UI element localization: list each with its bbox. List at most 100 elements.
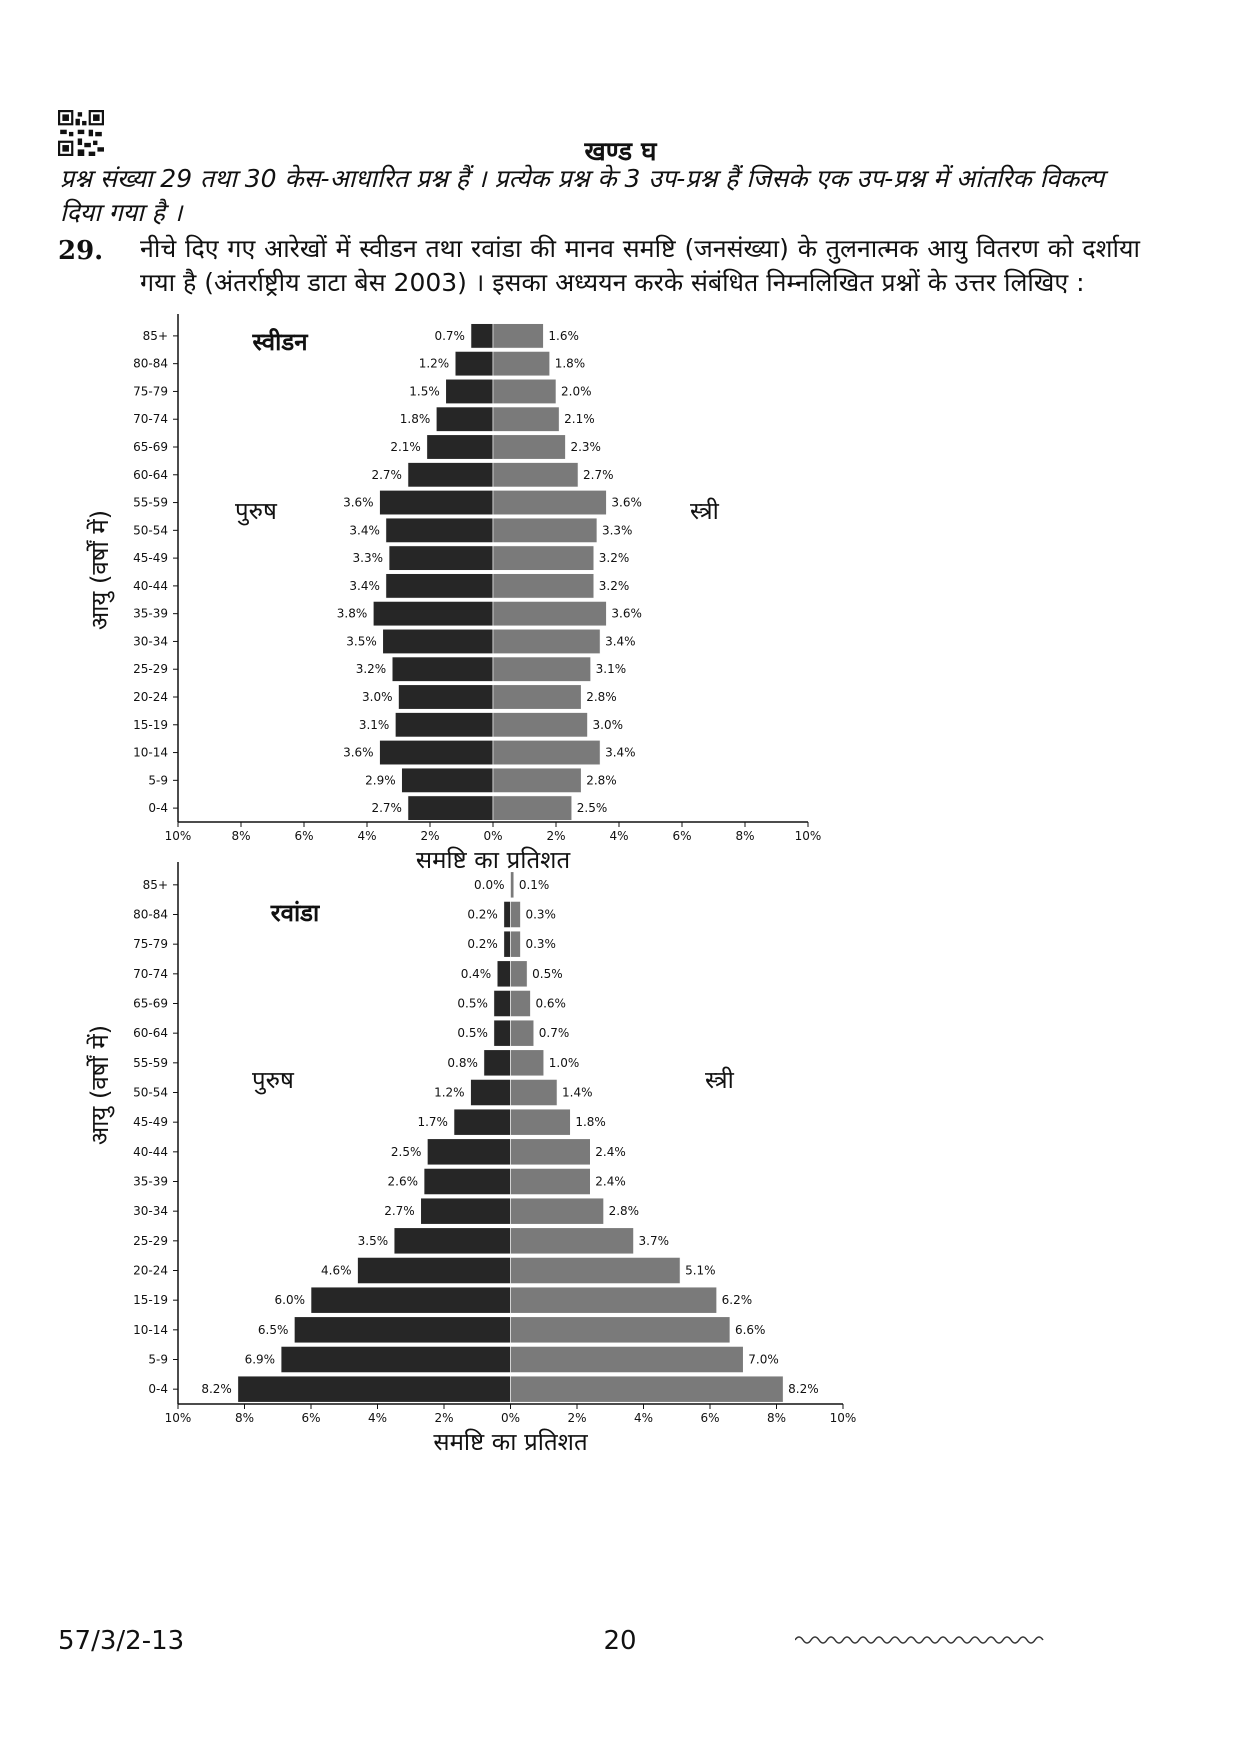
sweden-male-value-label: 3.2% bbox=[356, 662, 387, 676]
sweden-age-label: 55-59 bbox=[133, 496, 168, 510]
sweden-female-bar bbox=[492, 351, 551, 377]
rwanda-male-bar bbox=[280, 1346, 511, 1373]
sweden-male-value-label: 3.6% bbox=[343, 746, 374, 760]
sweden-age-label: 15-19 bbox=[133, 718, 168, 732]
sweden-x-tick-label: 2% bbox=[546, 829, 565, 843]
sweden-female-value-label: 2.5% bbox=[577, 801, 608, 815]
rwanda-female-value-label: 0.3% bbox=[525, 937, 556, 951]
rwanda-age-label: 80-84 bbox=[133, 908, 168, 922]
sweden-female-value-label: 3.2% bbox=[599, 551, 630, 565]
sweden-age-label: 50-54 bbox=[133, 523, 168, 537]
rwanda-male-value-label: 8.2% bbox=[201, 1382, 232, 1396]
sweden-female-value-label: 3.4% bbox=[605, 634, 636, 648]
rwanda-male-bar bbox=[423, 1168, 511, 1195]
rwanda-male-bar bbox=[420, 1197, 511, 1225]
rwanda-male-value-label: 2.7% bbox=[384, 1204, 415, 1218]
sweden-male-bar bbox=[382, 628, 494, 654]
rwanda-male-value-label: 6.0% bbox=[275, 1293, 306, 1307]
rwanda-male-bar bbox=[503, 930, 511, 958]
rwanda-male-value-label: 0.5% bbox=[457, 997, 488, 1011]
rwanda-female-bar bbox=[510, 871, 515, 899]
rwanda-female-bar bbox=[510, 1168, 591, 1195]
sweden-male-value-label: 1.2% bbox=[419, 357, 450, 371]
rwanda-female-bar bbox=[510, 1375, 784, 1403]
sweden-female-bar bbox=[492, 406, 560, 432]
sweden-male-value-label: 3.4% bbox=[349, 579, 380, 593]
sweden-male-value-label: 3.8% bbox=[337, 607, 368, 621]
rwanda-female-bar bbox=[510, 1346, 744, 1373]
rwanda-female-value-label: 6.2% bbox=[722, 1293, 753, 1307]
sweden-female-bar bbox=[492, 601, 607, 627]
sweden-female-bar bbox=[492, 656, 591, 682]
sweden-x-tick-label: 10% bbox=[795, 829, 822, 843]
sweden-male-value-label: 2.7% bbox=[371, 468, 402, 482]
sweden-male-label: पुरुष bbox=[235, 497, 278, 526]
sweden-x-tick-label: 6% bbox=[294, 829, 313, 843]
sweden-x-tick-label: 0% bbox=[483, 829, 502, 843]
rwanda-age-label: 30-34 bbox=[133, 1204, 168, 1218]
rwanda-age-label: 75-79 bbox=[133, 937, 168, 951]
sweden-male-value-label: 2.7% bbox=[371, 801, 402, 815]
rwanda-male-value-label: 1.7% bbox=[417, 1115, 448, 1129]
rwanda-male-value-label: 2.6% bbox=[388, 1175, 419, 1189]
sweden-male-bar bbox=[385, 517, 494, 543]
sweden-female-value-label: 2.7% bbox=[583, 468, 614, 482]
rwanda-male-bar bbox=[294, 1316, 511, 1344]
rwanda-female-value-label: 2.4% bbox=[595, 1145, 626, 1159]
rwanda-x-tick-label: 6% bbox=[700, 1411, 719, 1425]
rwanda-female-value-label: 0.6% bbox=[535, 997, 566, 1011]
sweden-age-label: 10-14 bbox=[133, 746, 168, 760]
sweden-female-bar bbox=[492, 378, 557, 404]
sweden-female-bar bbox=[492, 628, 601, 654]
sweden-age-label: 75-79 bbox=[133, 384, 168, 398]
sweden-female-bar bbox=[492, 795, 573, 821]
sweden-female-value-label: 3.3% bbox=[602, 523, 633, 537]
rwanda-age-label: 10-14 bbox=[133, 1323, 168, 1337]
rwanda-female-bar bbox=[510, 1049, 545, 1077]
section-instruction: प्रश्न संख्या 29 तथा 30 केस-आधारित प्रश्… bbox=[60, 164, 1105, 227]
rwanda-male-bar bbox=[237, 1375, 511, 1403]
rwanda-age-label: 15-19 bbox=[133, 1293, 168, 1307]
sweden-male-value-label: 3.6% bbox=[343, 496, 374, 510]
sweden-female-value-label: 3.6% bbox=[611, 607, 642, 621]
sweden-female-value-label: 3.4% bbox=[605, 746, 636, 760]
sweden-male-bar bbox=[470, 323, 494, 349]
sweden-female-bar bbox=[492, 740, 601, 766]
sweden-male-bar bbox=[395, 712, 494, 738]
rwanda-female-bar bbox=[510, 990, 531, 1017]
rwanda-age-label: 85+ bbox=[143, 878, 168, 892]
rwanda-age-label: 25-29 bbox=[133, 1234, 168, 1248]
rwanda-female-value-label: 0.7% bbox=[539, 1026, 570, 1040]
sweden-chart-title: स्वीडन bbox=[251, 328, 309, 356]
rwanda-female-bar bbox=[510, 930, 521, 958]
question-text: नीचे दिए गए आरेखों में स्वीडन तथा रवांडा… bbox=[140, 234, 1140, 297]
rwanda-age-label: 65-69 bbox=[133, 997, 168, 1011]
rwanda-age-label: 45-49 bbox=[133, 1115, 168, 1129]
sweden-male-value-label: 2.1% bbox=[390, 440, 421, 454]
rwanda-female-value-label: 0.1% bbox=[519, 878, 550, 892]
rwanda-female-bar bbox=[510, 1227, 634, 1255]
rwanda-female-value-label: 2.8% bbox=[609, 1204, 640, 1218]
rwanda-x-tick-label: 10% bbox=[165, 1411, 192, 1425]
rwanda-female-label: स्त्री bbox=[705, 1066, 735, 1094]
rwanda-x-tick-label: 0% bbox=[501, 1411, 520, 1425]
rwanda-male-bar bbox=[503, 901, 511, 928]
rwanda-female-value-label: 0.3% bbox=[525, 908, 556, 922]
rwanda-female-value-label: 7.0% bbox=[748, 1353, 779, 1367]
sweden-age-label: 35-39 bbox=[133, 607, 168, 621]
rwanda-male-value-label: 0.8% bbox=[447, 1056, 478, 1070]
rwanda-female-bar bbox=[510, 1108, 571, 1136]
rwanda-x-tick-label: 8% bbox=[235, 1411, 254, 1425]
rwanda-female-bar bbox=[510, 1197, 604, 1225]
sweden-age-label: 5-9 bbox=[148, 773, 168, 787]
sweden-x-tick-label: 10% bbox=[165, 829, 192, 843]
rwanda-male-bar bbox=[427, 1138, 511, 1166]
sweden-female-bar bbox=[492, 712, 588, 738]
rwanda-male-value-label: 0.2% bbox=[467, 908, 498, 922]
sweden-male-bar bbox=[407, 795, 494, 821]
sweden-female-bar bbox=[492, 545, 595, 571]
rwanda-age-label: 5-9 bbox=[148, 1353, 168, 1367]
rwanda-male-value-label: 2.5% bbox=[391, 1145, 422, 1159]
sweden-female-bar bbox=[492, 490, 607, 516]
sweden-female-bar bbox=[492, 434, 566, 460]
